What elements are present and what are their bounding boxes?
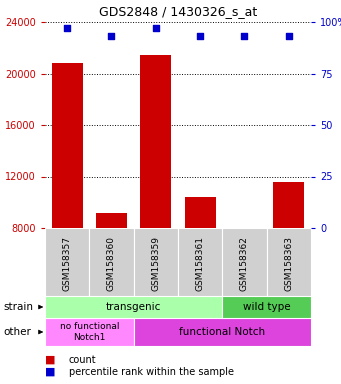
Text: GSM158359: GSM158359: [151, 236, 160, 291]
Bar: [267, 228, 311, 296]
Text: functional Notch: functional Notch: [179, 327, 265, 337]
Bar: [140, 55, 171, 228]
Bar: [45, 296, 222, 318]
Bar: [45, 318, 134, 346]
Text: strain: strain: [3, 302, 33, 312]
Text: GDS2848 / 1430326_s_at: GDS2848 / 1430326_s_at: [99, 5, 257, 18]
Bar: [222, 296, 311, 318]
Point: [197, 33, 203, 40]
Text: no functional
Notch1: no functional Notch1: [60, 322, 119, 342]
Text: GSM158360: GSM158360: [107, 236, 116, 291]
Bar: [96, 213, 127, 228]
Text: percentile rank within the sample: percentile rank within the sample: [69, 367, 234, 377]
Bar: [89, 228, 134, 296]
Text: GSM158361: GSM158361: [196, 236, 205, 291]
Point: [242, 33, 247, 40]
Bar: [229, 228, 260, 230]
Text: count: count: [69, 355, 97, 365]
Bar: [184, 197, 216, 228]
Text: other: other: [3, 327, 31, 337]
Text: ■: ■: [45, 355, 56, 365]
Bar: [134, 228, 178, 296]
Bar: [178, 228, 222, 296]
Bar: [51, 63, 83, 228]
Bar: [134, 318, 311, 346]
Point: [109, 33, 114, 40]
Bar: [222, 228, 267, 296]
Text: ■: ■: [45, 367, 56, 377]
Text: transgenic: transgenic: [106, 302, 161, 312]
Point: [153, 25, 159, 31]
Point: [286, 33, 292, 40]
Text: GSM158363: GSM158363: [284, 236, 293, 291]
Bar: [45, 228, 89, 296]
Text: wild type: wild type: [243, 302, 291, 312]
Bar: [273, 182, 305, 228]
Text: GSM158357: GSM158357: [63, 236, 72, 291]
Text: GSM158362: GSM158362: [240, 236, 249, 291]
Point: [64, 25, 70, 31]
